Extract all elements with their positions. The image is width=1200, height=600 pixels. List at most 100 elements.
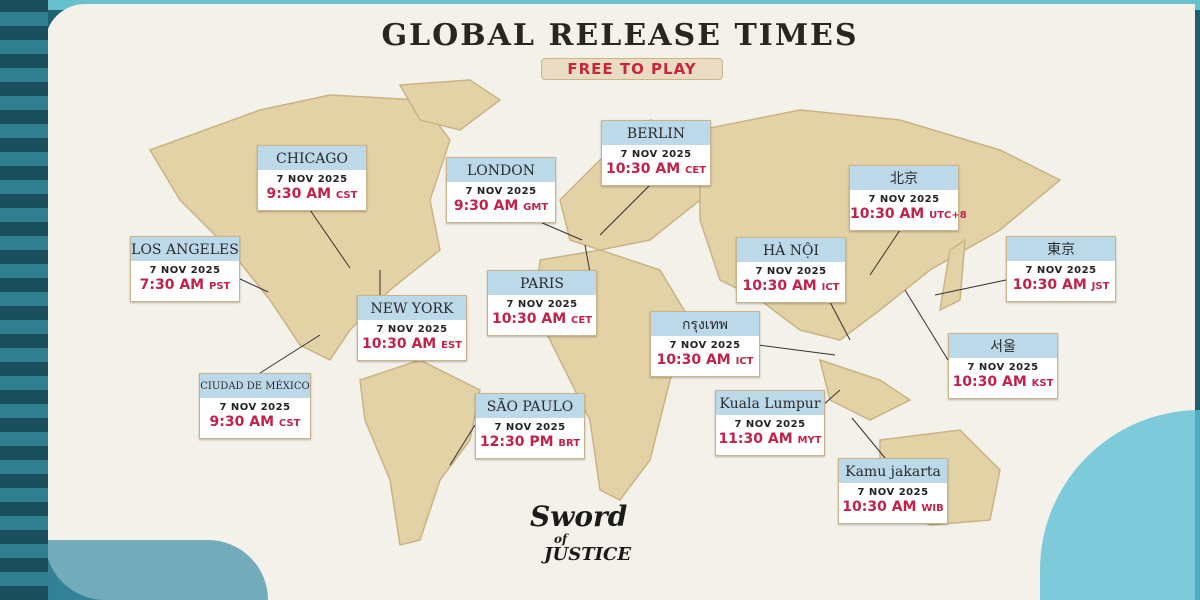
release-card: กรุงเทพ 7 NOV 2025 10:30 AM ICT [650, 311, 760, 377]
city-name: CHICAGO [258, 146, 366, 170]
connector-lines [237, 184, 1007, 466]
release-card: 서울 7 NOV 2025 10:30 AM KST [948, 333, 1058, 399]
city-name: NEW YORK [358, 296, 466, 320]
time-value: 10:30 AM [362, 336, 437, 352]
release-card: 北京 7 NOV 2025 10:30 AM UTC+8 [849, 165, 967, 231]
release-time: 9:30 AM CST [258, 186, 366, 202]
city-name: 서울 [949, 334, 1057, 358]
release-time: 10:30 AM WIB [839, 499, 947, 515]
time-value: 10:30 AM [656, 352, 731, 368]
greenland [398, 79, 502, 131]
release-date: 7 NOV 2025 [669, 340, 741, 351]
release-card: NEW YORK 7 NOV 2025 10:30 AM EST [357, 295, 467, 361]
release-time: 10:30 AM JST [1007, 277, 1115, 293]
release-date: 7 NOV 2025 [219, 402, 291, 413]
timezone: CST [278, 418, 301, 429]
time-value: 12:30 PM [479, 434, 554, 450]
scroll-roll [0, 0, 48, 600]
release-date: 7 NOV 2025 [376, 324, 448, 335]
timezone: ICT [735, 356, 754, 367]
release-date: 7 NOV 2025 [506, 299, 578, 310]
south-america [359, 359, 481, 546]
release-time: 10:30 AM CET [488, 311, 596, 327]
timezone: EST [441, 340, 462, 351]
release-date: 7 NOV 2025 [465, 186, 537, 197]
time-value: 10:30 AM [850, 206, 925, 222]
release-card: BERLIN 7 NOV 2025 10:30 AM CET [601, 120, 711, 186]
release-time: 11:30 AM MYT [716, 431, 824, 447]
time-value: 10:30 AM [952, 374, 1027, 390]
city-name: HÀ NỘI [737, 238, 845, 262]
page-title: GLOBAL RELEASE TIMES [381, 18, 859, 53]
timezone: MYT [797, 435, 822, 446]
release-card: 東京 7 NOV 2025 10:30 AM JST [1006, 236, 1116, 302]
release-time: 9:30 AM CST [200, 414, 310, 430]
release-time: 10:30 AM ICT [737, 278, 845, 294]
city-name: CIUDAD DE MÉXICO [200, 374, 310, 398]
release-date: 7 NOV 2025 [967, 362, 1039, 373]
city-name: Kamu jakarta [839, 459, 947, 483]
release-date: 7 NOV 2025 [276, 174, 348, 185]
release-date: 7 NOV 2025 [734, 419, 806, 430]
release-time: 10:30 AM EST [358, 336, 466, 352]
release-card: Kuala Lumpur 7 NOV 2025 11:30 AM MYT [715, 390, 825, 456]
time-value: 9:30 AM [453, 198, 519, 214]
release-card: LONDON 7 NOV 2025 9:30 AM GMT [446, 157, 556, 223]
release-time: 10:30 AM ICT [651, 352, 759, 368]
release-time: 10:30 AM KST [949, 374, 1057, 390]
city-name: LOS ANGELES [131, 237, 239, 261]
release-time: 10:30 AM UTC+8 [850, 206, 967, 222]
release-card: HÀ NỘI 7 NOV 2025 10:30 AM ICT [736, 237, 846, 303]
time-value: 10:30 AM [1012, 277, 1087, 293]
release-time: 10:30 AM CET [602, 161, 710, 177]
release-date: 7 NOV 2025 [857, 487, 929, 498]
wave-decoration [48, 540, 268, 600]
timezone: UTC+8 [929, 210, 967, 221]
time-value: 9:30 AM [266, 186, 332, 202]
release-date: 7 NOV 2025 [755, 266, 827, 277]
game-logo: Sword of JUSTICE [530, 500, 632, 565]
release-date: 7 NOV 2025 [868, 194, 940, 205]
timezone: CST [335, 190, 358, 201]
timezone: BRT [558, 438, 581, 449]
timezone: KST [1031, 378, 1054, 389]
release-date: 7 NOV 2025 [620, 149, 692, 160]
release-date: 7 NOV 2025 [494, 422, 566, 433]
time-value: 10:30 AM [742, 278, 817, 294]
time-value: 10:30 AM [605, 161, 681, 177]
time-value: 7:30 AM [139, 277, 205, 293]
time-value: 10:30 AM [842, 499, 917, 515]
timezone: ICT [821, 282, 840, 293]
city-name: BERLIN [602, 121, 710, 145]
city-name: กรุงเทพ [651, 312, 759, 336]
release-card: CIUDAD DE MÉXICO 7 NOV 2025 9:30 AM CST [199, 373, 311, 439]
timezone: PST [208, 281, 231, 292]
southeast-asia [818, 358, 912, 421]
release-card: CHICAGO 7 NOV 2025 9:30 AM CST [257, 145, 367, 211]
release-card: SÃO PAULO 7 NOV 2025 12:30 PM BRT [475, 393, 585, 459]
release-card: PARIS 7 NOV 2025 10:30 AM CET [487, 270, 597, 336]
timezone: WIB [921, 503, 944, 514]
time-value: 10:30 AM [491, 311, 567, 327]
release-date: 7 NOV 2025 [1025, 265, 1097, 276]
release-date: 7 NOV 2025 [149, 265, 221, 276]
release-card: Kamu jakarta 7 NOV 2025 10:30 AM WIB [838, 458, 948, 524]
city-name: 東京 [1007, 237, 1115, 261]
time-value: 9:30 AM [209, 414, 275, 430]
north-america [148, 94, 451, 361]
city-name: Kuala Lumpur [716, 391, 824, 415]
time-value: 11:30 AM [718, 431, 793, 447]
city-name: SÃO PAULO [476, 394, 584, 418]
city-name: 北京 [850, 166, 958, 190]
release-time: 7:30 AM PST [131, 277, 239, 293]
release-card: LOS ANGELES 7 NOV 2025 7:30 AM PST [130, 236, 240, 302]
release-time: 12:30 PM BRT [476, 434, 584, 450]
release-time: 9:30 AM GMT [447, 198, 555, 214]
timezone: GMT [523, 202, 549, 213]
timezone: CET [685, 165, 707, 176]
city-name: PARIS [488, 271, 596, 295]
timezone: CET [571, 315, 593, 326]
free-to-play-banner: FREE TO PLAY [541, 58, 723, 80]
city-name: LONDON [447, 158, 555, 182]
timezone: JST [1091, 281, 1110, 292]
